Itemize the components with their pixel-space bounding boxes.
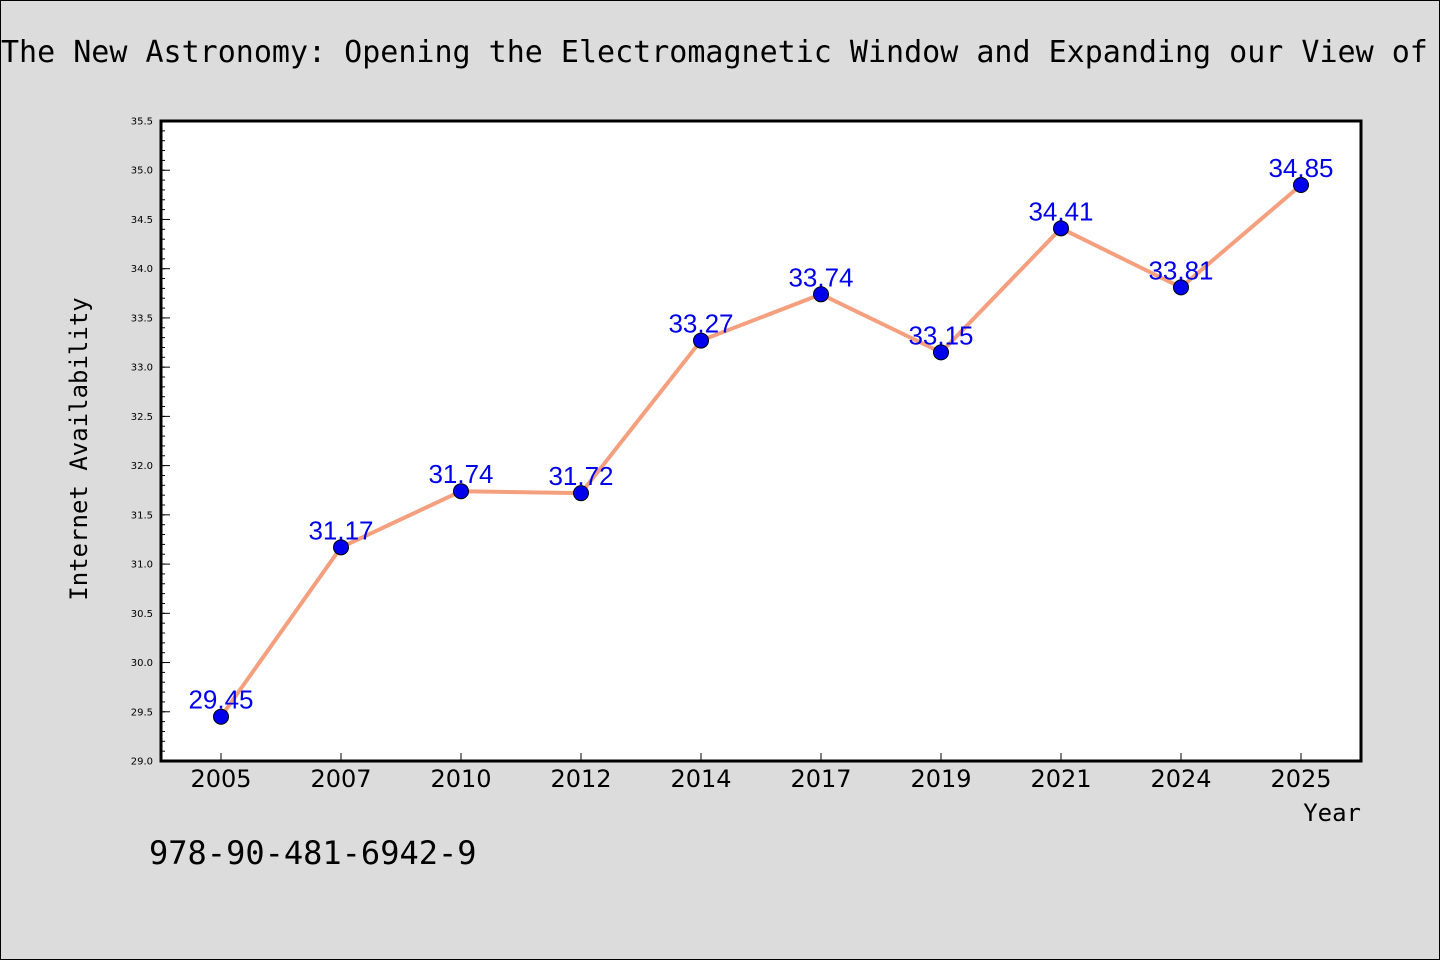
data-label: 33.27 <box>668 309 733 339</box>
y-tick-label: 32.0 <box>131 461 153 472</box>
x-tick-label: 2024 <box>1150 765 1211 793</box>
data-label: 33.15 <box>908 320 973 350</box>
data-label: 33.74 <box>788 262 853 292</box>
data-label: 34.41 <box>1028 196 1093 226</box>
data-label: 29.45 <box>188 685 253 715</box>
x-tick-label: 2005 <box>190 765 251 793</box>
data-point <box>573 485 589 502</box>
x-tick-label: 2019 <box>910 765 971 793</box>
y-tick-label: 31.0 <box>131 560 153 571</box>
y-axis-label: Internet Availability <box>65 297 93 600</box>
x-tick-label: 2010 <box>430 765 491 793</box>
data-label: 31.17 <box>308 515 373 545</box>
y-tick-label: 35.5 <box>131 117 153 128</box>
data-label: 31.72 <box>548 461 613 491</box>
y-tick-label: 31.5 <box>131 510 153 521</box>
x-tick-label: 2012 <box>550 765 611 793</box>
y-tick-label: 30.5 <box>131 609 153 620</box>
y-tick-label: 29.5 <box>131 707 153 718</box>
x-tick-label: 2021 <box>1030 765 1091 793</box>
data-point <box>453 483 469 500</box>
y-tick-label: 32.5 <box>131 412 153 423</box>
x-axis-label: Year <box>1303 799 1361 827</box>
data-point <box>1293 177 1309 193</box>
plot-area <box>161 121 1361 761</box>
x-tick-label: 2025 <box>1270 765 1331 793</box>
data-point <box>333 539 349 556</box>
data-label: 34.85 <box>1268 153 1333 183</box>
x-tick-label: 2007 <box>310 765 371 793</box>
x-tick-label: 2017 <box>790 765 851 793</box>
series-line <box>219 183 1303 719</box>
y-tick-label: 29.0 <box>131 757 153 768</box>
y-tick-label: 30.0 <box>131 658 153 669</box>
data-label: 33.81 <box>1148 255 1213 285</box>
y-tick-label: 35.0 <box>131 166 153 177</box>
y-tick-label: 34.5 <box>131 215 153 226</box>
y-tick-label: 33.0 <box>131 363 153 374</box>
data-point <box>693 332 709 349</box>
y-tick-label: 34.0 <box>131 264 153 275</box>
y-tick-label: 33.5 <box>131 313 153 324</box>
chart-title: The New Astronomy: Opening the Electroma… <box>1 35 1428 70</box>
isbn-caption: 978-90-481-6942-9 <box>149 834 477 872</box>
data-label: 31.74 <box>428 459 493 489</box>
data-point <box>933 344 949 361</box>
data-point <box>213 708 229 725</box>
plot-frame <box>159 119 1363 763</box>
data-point <box>813 286 829 303</box>
data-point <box>1173 279 1189 296</box>
data-point <box>1053 220 1069 237</box>
x-tick-label: 2014 <box>670 765 731 793</box>
